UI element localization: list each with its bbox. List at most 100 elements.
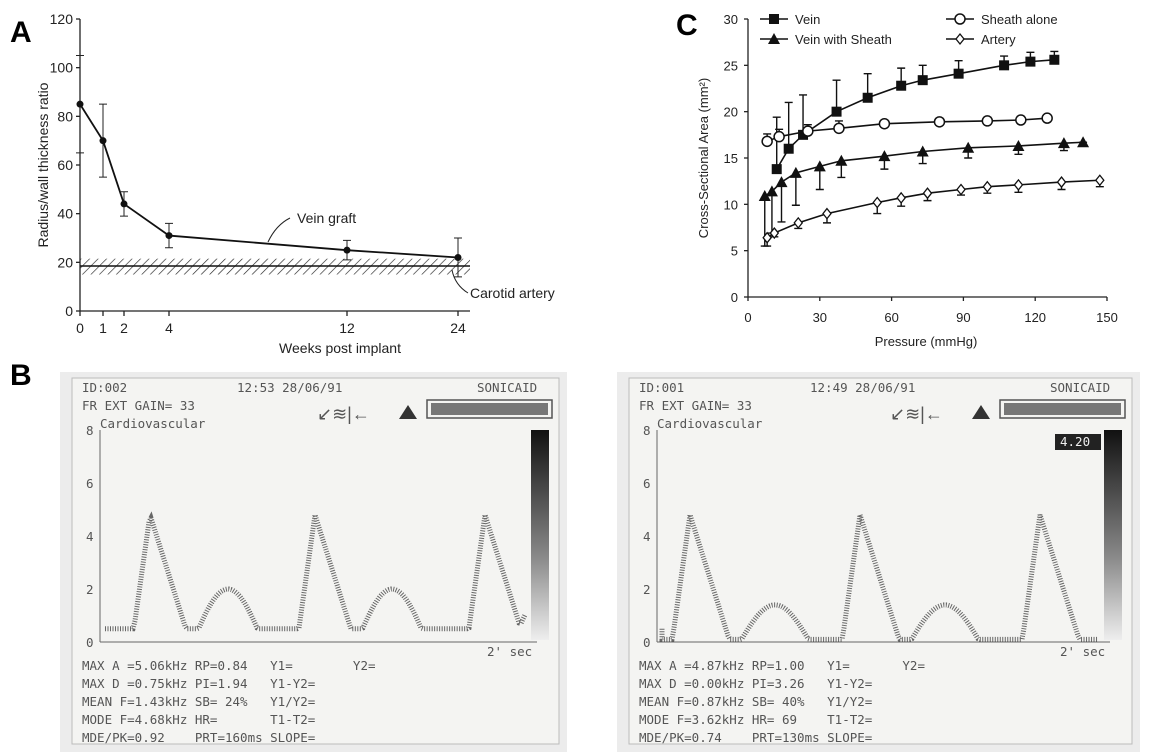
legend-label: Vein with Sheath	[795, 32, 892, 47]
data-point	[343, 246, 351, 254]
header-mode: Cardiovascular	[657, 416, 763, 431]
vein-with-sheath-point	[878, 150, 891, 162]
vein-graft-leader	[267, 217, 291, 243]
x-tick-label: 150	[1096, 310, 1118, 325]
screen	[628, 377, 1133, 745]
triangle-icon	[399, 405, 417, 419]
data-point	[165, 232, 173, 240]
artery-point	[762, 231, 772, 244]
legend-marker	[955, 32, 965, 46]
readout-line: MAX D =0.75kHz PI=1.94 Y1-Y2=	[82, 676, 315, 691]
x-tick-label: 0	[744, 310, 751, 325]
vein-point	[783, 143, 794, 154]
vein-with-sheath-point	[835, 154, 848, 166]
vein-point	[771, 164, 782, 175]
vein-with-sheath-point	[775, 176, 788, 188]
wave-icon: ↙≋|←	[317, 404, 370, 424]
doppler-waveform	[659, 514, 1098, 642]
doppler-screen-right: ID:001 12:49 28/06/91 SONICAID FR EXT GAIN=…	[617, 372, 1140, 752]
y-tick-label: 80	[57, 108, 73, 124]
vein-point	[1025, 56, 1036, 67]
y-tick-label: 6	[643, 476, 651, 491]
colorbar-label: 4.20	[1060, 434, 1090, 449]
sheath-alone-point	[802, 125, 814, 137]
header-id: ID:002	[82, 380, 127, 395]
artery-point	[1013, 178, 1024, 191]
chart-c: 0 5 10 15 20 25 30 0 30 60 90 120 150 Pressure (mmHg)…	[696, 12, 1118, 349]
vein-point	[999, 60, 1010, 71]
legend-label: Artery	[981, 32, 1016, 47]
error-bar	[777, 182, 786, 223]
header-time: 12:53 28/06/91	[237, 380, 342, 395]
vein-with-sheath-point	[758, 189, 771, 201]
vein-with-sheath-point	[1077, 136, 1090, 148]
x-tick-label: 60	[884, 310, 898, 325]
x-tick-label: 1	[99, 320, 107, 336]
readout-line: MEAN F=1.43kHz SB= 24% Y1/Y2=	[82, 694, 315, 709]
vein-point	[896, 80, 907, 91]
y-axis-label: Cross-Sectional Area (mm²)	[696, 78, 711, 238]
x-axis-label: Weeks post implant	[279, 340, 401, 356]
vein-graft-label: Vein graft	[297, 210, 356, 226]
readout-line: MAX A =4.87kHz RP=1.00 Y1= Y2=	[639, 658, 925, 673]
gain-bar	[999, 399, 1126, 419]
gain-bar	[426, 399, 553, 419]
error-bar	[772, 116, 781, 170]
x-tick-label: 90	[956, 310, 970, 325]
header-gain: FR EXT GAIN= 33	[82, 398, 195, 413]
y-tick-label: 30	[724, 12, 738, 27]
colorbar	[1104, 430, 1122, 640]
artery-point	[793, 216, 804, 229]
y-axis-label: Radius/wall thickness ratio	[35, 82, 51, 247]
y-tick-label: 40	[57, 206, 73, 222]
y-tick-label: 4	[643, 529, 651, 544]
y-tick-label: 60	[57, 157, 73, 173]
y-tick-label: 6	[86, 476, 94, 491]
sheath-alone-point	[878, 117, 891, 130]
gain-bar-fill	[431, 403, 548, 415]
sheath-alone-point	[1041, 112, 1053, 124]
vein-point	[798, 129, 809, 140]
y-tick-label: 5	[731, 244, 738, 259]
readout-line: MODE F=3.62kHz HR= 69 T1-T2=	[639, 712, 872, 727]
time-scale: 2' sec	[1060, 644, 1105, 659]
y-tick-label: 0	[65, 303, 73, 319]
readout-line: MODE F=4.68kHz HR= T1-T2=	[82, 712, 315, 727]
sheath-alone-point	[773, 130, 785, 143]
x-tick-label: 120	[1024, 310, 1046, 325]
y-tick-label: 8	[86, 423, 94, 438]
gain-bar-fill	[1004, 403, 1121, 415]
vein-with-sheath-point	[813, 160, 826, 172]
panel-label-a: A	[10, 16, 32, 49]
panel-label-b: B	[10, 359, 32, 392]
vein-graft-line	[79, 103, 459, 259]
legend-marker	[769, 14, 779, 24]
artery-point	[1094, 174, 1105, 187]
artery-point	[872, 196, 883, 209]
y-tick-label: 0	[731, 290, 738, 305]
legend-label: Vein	[795, 12, 820, 27]
error-bar	[832, 79, 841, 112]
panel-label-c: C	[676, 9, 698, 42]
doppler-waveform	[105, 511, 528, 632]
y-tick-label: 0	[86, 635, 94, 650]
artery-point	[769, 227, 780, 240]
y-tick-label: 20	[57, 254, 73, 270]
legend-label: Sheath alone	[981, 12, 1058, 27]
artery-point	[896, 191, 907, 204]
vein-with-sheath-point	[789, 166, 802, 178]
sheath-alone-point	[981, 115, 994, 127]
y-tick-label: 4	[86, 529, 94, 544]
wave-icon: ↙≋|←	[890, 404, 943, 424]
error-bar	[784, 101, 793, 149]
vein-with-sheath-point	[1057, 137, 1070, 149]
artery-point	[956, 183, 966, 196]
x-axis-label: Pressure (mmHg)	[875, 334, 978, 349]
data-point	[454, 253, 462, 261]
vein-point	[1049, 54, 1060, 65]
sheath-alone-point	[761, 135, 773, 148]
triangle-icon	[972, 405, 990, 419]
data-point	[120, 200, 128, 208]
y-tick-label: 120	[50, 11, 74, 27]
